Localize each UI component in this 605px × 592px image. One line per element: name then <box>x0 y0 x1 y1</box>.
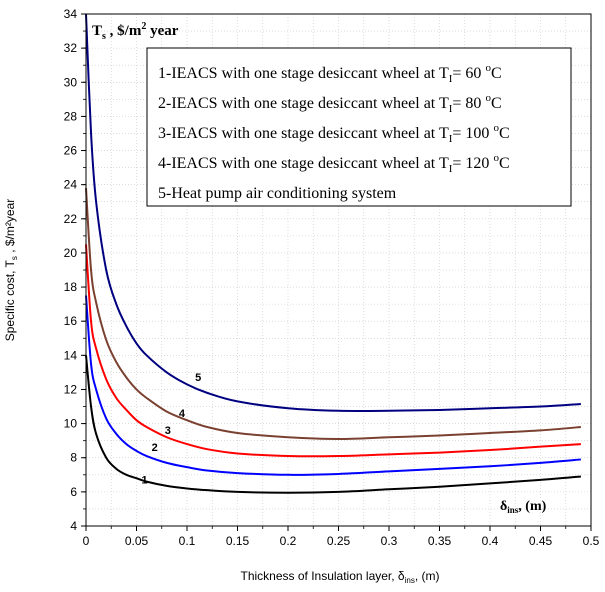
x-tick-label: 0.35 <box>428 534 452 548</box>
y-axis-ticks: 4 6 8 10 12 14 16 18 20 22 24 26 28 30 32 34 <box>64 7 86 533</box>
plot-frame <box>85 13 592 527</box>
legend-entry-1: 1-IEACS with one stage desiccant wheel a… <box>158 62 502 85</box>
series-line-2 <box>85 295 581 476</box>
series-label-5: 5 <box>195 372 201 384</box>
x-tick-label: 0.1 <box>179 534 196 548</box>
series-label-2: 2 <box>152 442 158 454</box>
series-label-3: 3 <box>165 425 171 437</box>
series-line-3 <box>85 244 581 458</box>
y-tick-label: 34 <box>64 7 78 21</box>
x-tick-label: 0.25 <box>327 534 351 548</box>
x-tick-label: 0 <box>83 534 90 548</box>
legend-entry-2: 2-IEACS with one stage desiccant wheel a… <box>158 92 502 115</box>
y-tick-label: 14 <box>64 348 78 362</box>
series-line-5 <box>85 13 581 413</box>
x-tick-label: 0.2 <box>280 534 297 548</box>
x-tick-label: 0.4 <box>482 534 499 548</box>
x-tick-label: 0.05 <box>125 534 149 548</box>
y-tick-label: 20 <box>64 246 78 260</box>
legend-box <box>146 47 572 207</box>
y-tick-label: 30 <box>64 75 78 89</box>
y-tick-label: 26 <box>64 144 78 158</box>
x-tick-label: 0.5 <box>583 534 600 548</box>
y-tick-label: 32 <box>64 41 78 55</box>
x-axis-title: Thickness of Insulation layer, δins, (m) <box>241 569 440 585</box>
series-line-4 <box>85 188 581 440</box>
y-tick-label: 18 <box>64 280 78 294</box>
y-tick-label: 4 <box>70 519 77 533</box>
y-axis-title: Specific cost, Ts , $/m²year <box>3 199 19 342</box>
x-tick-label: 0.45 <box>529 534 553 548</box>
legend: 1-IEACS with one stage desiccant wheel a… <box>158 62 510 202</box>
y-tick-label: 10 <box>64 417 78 431</box>
y-tick-label: 8 <box>70 451 77 465</box>
x-axis-ticks: 0 0.05 0.1 0.15 0.2 0.25 0.3 0.35 0.4 0.45 0.5 <box>83 526 600 548</box>
series-lines: 1 234 5 <box>85 13 581 494</box>
legend-entry-3: 3-IEACS with one stage desiccant wheel a… <box>158 122 510 145</box>
y-tick-label: 12 <box>64 382 78 396</box>
series-line-1 <box>85 355 581 494</box>
inner-x-axis-label: δins, (m) <box>500 499 547 515</box>
y-tick-label: 6 <box>70 485 77 499</box>
x-tick-label: 0.3 <box>381 534 398 548</box>
y-tick-label: 28 <box>64 109 78 123</box>
legend-entry-4: 4-IEACS with one stage desiccant wheel a… <box>158 152 510 175</box>
series-label-1: 1 <box>142 474 148 486</box>
y-tick-label: 22 <box>64 212 78 226</box>
x-tick-label: 0.15 <box>226 534 250 548</box>
y-tick-label: 24 <box>64 178 78 192</box>
chart-title: Ts , $/m2 year <box>92 21 179 42</box>
legend-entry-5: 5-Heat pump air conditioning system <box>158 185 397 202</box>
y-tick-label: 16 <box>64 314 78 328</box>
series-label-4: 4 <box>179 408 186 420</box>
